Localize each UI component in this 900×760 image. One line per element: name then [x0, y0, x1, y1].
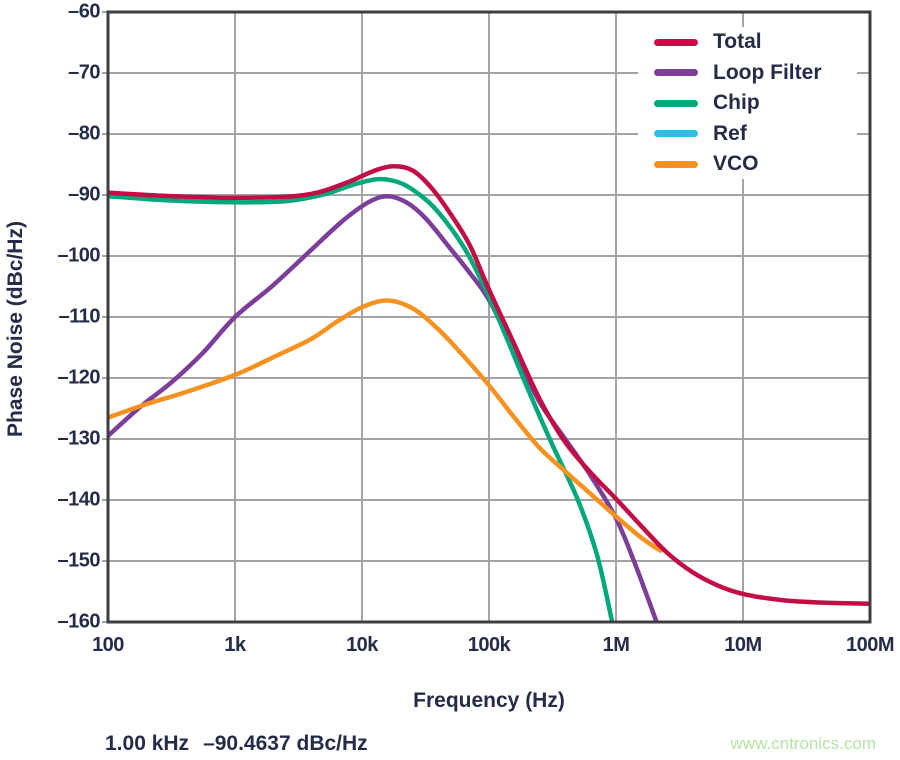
gridlines [108, 12, 870, 622]
x-tick-label-100m: 100M [845, 634, 895, 656]
y-tick-label--90: –90 [68, 183, 100, 206]
legend-label-vco: VCO [713, 152, 759, 175]
x-tick-label-10k: 10k [346, 634, 378, 656]
y-tick-label--70: –70 [68, 61, 100, 84]
y-axis-title: Phase Noise (dBc/Hz) [4, 221, 27, 437]
legend-swatch-ref [654, 130, 698, 137]
legend-swatch-chip [654, 99, 698, 107]
legend-swatch-total [654, 38, 698, 46]
legend-item-loop-filter: Loop Filter [638, 60, 857, 86]
y-tick-label--110: –110 [58, 305, 101, 328]
curve-total [108, 164, 870, 606]
legend-item-vco: VCO [638, 151, 857, 177]
legend: Total Loop Filter Chip Ref VCO [638, 27, 857, 179]
marker-value: –90.4637 dBc/Hz [203, 732, 368, 755]
legend-item-chip: Chip [638, 90, 857, 116]
y-tick-label--150: –150 [57, 549, 101, 572]
curve-chip [108, 176, 615, 622]
plot-frame [106, 10, 872, 624]
y-tick-label--130: –130 [57, 427, 101, 450]
y-tick-label--80: –80 [68, 122, 100, 145]
legend-label-chip: Chip [713, 91, 760, 114]
x-tick-label-1m: 1M [602, 634, 630, 656]
curve-loop-filter [108, 193, 659, 622]
legend-item-ref: Ref [638, 121, 857, 147]
legend-label-ref: Ref [713, 121, 747, 145]
legend-item-total: Total [638, 29, 857, 55]
curve-vco [108, 298, 663, 553]
y-tick-label--160: –160 [57, 610, 101, 633]
legend-label-loop-filter: Loop Filter [713, 60, 822, 84]
x-axis-title: Frequency (Hz) [413, 689, 565, 712]
y-tick-label--140: –140 [57, 488, 101, 511]
legend-swatch-vco [654, 160, 698, 168]
x-tick-label-10m: 10M [724, 634, 762, 656]
x-tick-label-1k: 1k [224, 634, 246, 656]
y-tick-label--100: –100 [57, 244, 101, 267]
legend-swatch-loop-filter [654, 69, 698, 76]
marker-frequency: 1.00 kHz [105, 732, 190, 755]
x-tick-label-100k: 100k [467, 634, 511, 656]
marker-readout: 1.00 kHz –90.4637 dBc/Hz [105, 732, 368, 756]
data-curves [108, 164, 870, 622]
legend-label-total: Total [713, 30, 762, 53]
watermark: www.cntronics.com [730, 734, 876, 753]
y-tick-label--120: –120 [57, 366, 101, 389]
y-tick-label--60: –60 [68, 0, 100, 23]
x-tick-label-100: 100 [92, 634, 124, 656]
